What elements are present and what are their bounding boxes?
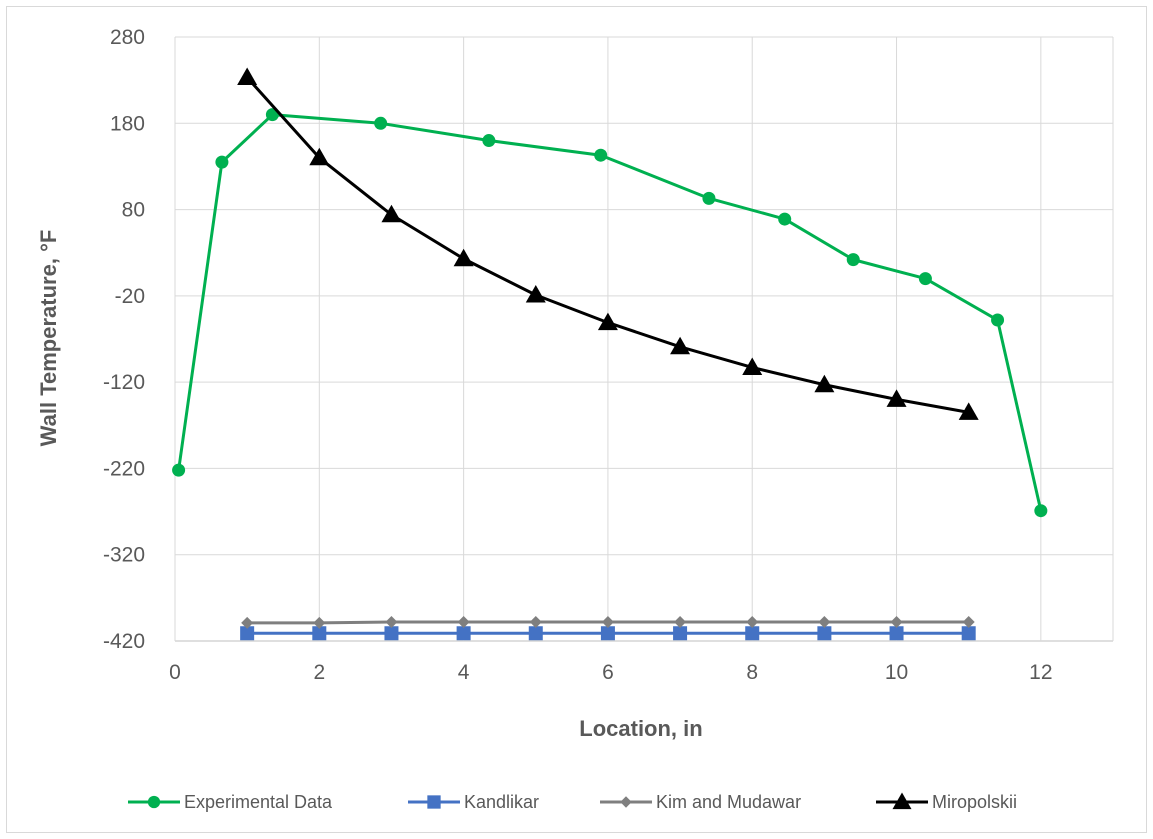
data-point [991,313,1005,327]
legend-label: Kandlikar [464,792,539,812]
data-point [918,272,932,286]
x-tick-label: 4 [458,661,470,684]
y-tick-label: -220 [103,457,145,480]
y-tick-label: 280 [110,26,145,49]
series-miropolskii [237,67,979,420]
data-point [456,626,471,641]
data-point [594,148,608,162]
data-point [670,336,691,355]
y-axis-title: Wall Temperature, °F [36,230,61,447]
legend-item: Kim and Mudawar [600,792,801,812]
data-point [384,626,399,641]
series-line [177,113,1043,512]
x-tick-label: 2 [313,661,325,684]
data-point [1034,504,1048,518]
data-point [528,626,543,641]
data-point [215,155,229,169]
data-point [818,616,831,629]
x-axis-title: Location, in [579,716,702,741]
data-point [886,389,907,407]
data-point [673,626,688,641]
data-point [778,212,792,226]
data-point [962,616,975,629]
series-experimental-data [172,108,1048,518]
data-point [889,626,904,641]
legend-item: Miropolskii [876,792,1017,812]
legend-label: Miropolskii [932,792,1017,812]
chart-frame [6,6,1147,833]
y-tick-label: -20 [115,285,145,308]
data-point [453,248,474,267]
x-tick-label: 8 [746,661,758,684]
series-kim-and-mudawar [241,616,975,629]
y-tick-label: -120 [103,371,145,394]
data-point [746,616,759,629]
x-axis-ticks: 0 2 4 6 8 10 12 [169,661,1052,684]
data-point [374,116,388,130]
legend-label: Kim and Mudawar [656,792,801,812]
data-point [457,616,470,629]
data-point [309,147,330,166]
data-point [240,626,255,641]
data-point [892,792,912,810]
data-point [961,626,976,641]
y-tick-label: -420 [103,630,145,653]
data-point [597,312,618,331]
series-layer [172,67,1048,641]
series-kandlikar [240,626,976,641]
legend-label: Experimental Data [184,792,333,812]
x-tick-label: 6 [602,661,614,684]
data-point [620,796,632,808]
y-tick-label: 180 [110,112,145,135]
data-point [525,284,546,303]
grid-lines [174,36,1114,642]
data-point [172,463,186,477]
data-point [742,357,763,375]
x-tick-label: 12 [1029,661,1052,684]
y-tick-label: 80 [122,199,145,222]
data-point [381,204,402,223]
data-point [427,795,441,809]
data-point [745,626,760,641]
data-point [313,616,326,629]
x-tick-label: 0 [169,661,181,684]
legend-item: Experimental Data [128,792,333,812]
data-point [237,67,258,86]
data-point [241,616,254,629]
data-point [385,616,398,629]
data-point [817,626,832,641]
data-point [312,626,327,641]
data-point [674,616,687,629]
data-point [147,795,161,809]
data-point [482,134,496,148]
data-point [958,402,979,420]
data-point [601,616,614,629]
data-point [890,616,903,629]
data-point [814,374,835,393]
data-point [846,253,860,267]
legend: Experimental Data Kandlikar Kim and Mudawa… [128,792,1017,812]
data-point [600,626,615,641]
data-point [702,191,716,205]
y-tick-label: -320 [103,544,145,567]
legend-item: Kandlikar [408,792,539,812]
x-tick-label: 10 [885,661,908,684]
y-axis-ticks: -420 -320 -220 -120 -20 80 180 280 [103,26,145,653]
data-point [529,616,542,629]
